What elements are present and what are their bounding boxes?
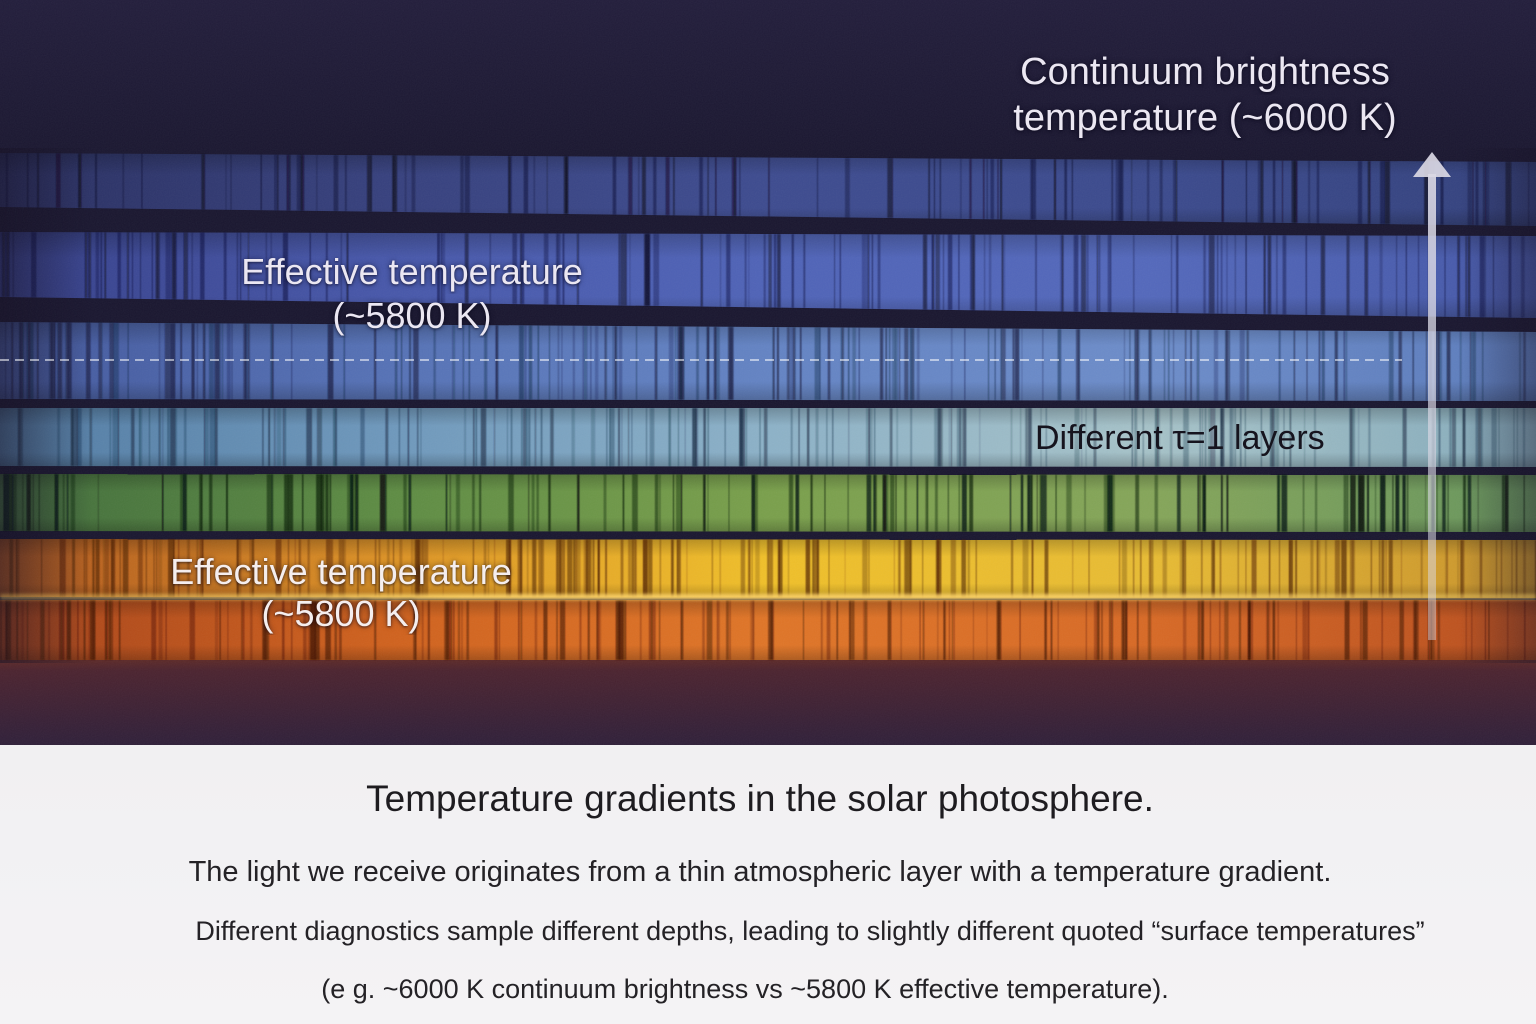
continuum-temperature-label: Continuum brightness temperature (~6000 … (985, 49, 1425, 141)
texture-noise (0, 0, 1536, 745)
continuum-label-line-1: Continuum brightness (1020, 51, 1390, 93)
arrow-head (1413, 152, 1451, 177)
spectrum-figure: Continuum brightness temperature (~6000 … (0, 0, 1536, 745)
spectrum-illustration (0, 0, 1536, 745)
caption-line: Different diagnostics sample different d… (195, 916, 1425, 946)
tau-layers-label: Different τ=1 layers (1035, 418, 1415, 458)
continuum-label-line-2: temperature (~6000 K) (1013, 97, 1397, 139)
effective-temperature-label-lower: Effective temperature (~5800 K) (141, 551, 541, 635)
arrow-shaft (1428, 174, 1436, 640)
caption-line: (e g. ~6000 K continuum brightness vs ~5… (321, 974, 1169, 1004)
tau-layers-text: Different τ=1 layers (1035, 419, 1325, 457)
arrow-up-icon (1413, 152, 1451, 640)
effective-lower-line-1: Effective temperature (170, 551, 512, 592)
caption-panel: Temperature gradients in the solar photo… (0, 745, 1536, 1024)
effective-lower-line-2: (~5800 K) (261, 593, 421, 634)
effective-upper-line-1: Effective temperature (241, 251, 583, 292)
caption-title: Temperature gradients in the solar photo… (366, 778, 1154, 819)
effective-upper-line-2: (~5800 K) (332, 295, 492, 336)
caption-line: The light we receive originates from a t… (188, 856, 1332, 888)
effective-temperature-label-upper: Effective temperature (~5800 K) (212, 250, 612, 338)
